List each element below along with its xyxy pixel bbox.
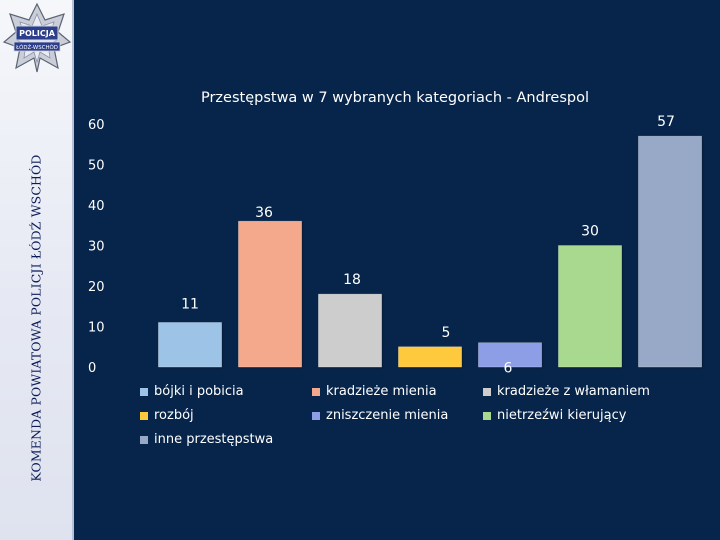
bar-7 <box>638 135 702 368</box>
y-tick-label: 0 <box>88 361 96 376</box>
data-label-6: 30 <box>581 224 599 240</box>
bar-5 <box>478 342 542 368</box>
police-badge-logo: POLICJA ŁÓDŹ-WSCHÓD <box>2 2 72 73</box>
legend-label: kradzieże z włamaniem <box>497 384 650 399</box>
data-label-3: 18 <box>343 272 361 288</box>
bar-6 <box>558 245 622 368</box>
legend-item: zniszczenie mienia <box>312 408 448 423</box>
data-label-7: 57 <box>657 114 675 130</box>
y-tick-label: 50 <box>88 159 105 174</box>
badge-top-text: POLICJA <box>19 29 56 38</box>
data-label-1: 11 <box>181 296 199 312</box>
data-label-4: 5 <box>442 325 451 341</box>
legend-swatch <box>140 411 148 420</box>
legend-swatch <box>312 387 320 396</box>
legend-item: kradzieże z włamaniem <box>483 384 650 399</box>
bar-4 <box>398 346 462 368</box>
legend-label: rozbój <box>154 408 194 423</box>
y-tick-label: 20 <box>88 280 105 295</box>
legend-swatch <box>140 387 148 396</box>
bar-3 <box>318 293 382 368</box>
legend-item: inne przestępstwa <box>140 432 273 447</box>
legend-swatch <box>312 411 320 420</box>
chart-title: Przestępstwa w 7 wybranych kategoriach -… <box>201 90 589 106</box>
legend-label: nietrzeźwi kierujący <box>497 408 627 423</box>
data-label-5: 6 <box>504 361 513 377</box>
legend-label: bójki i pobicia <box>154 384 244 399</box>
legend-swatch <box>483 387 491 396</box>
data-label-2: 36 <box>255 205 273 221</box>
legend-label: zniszczenie mienia <box>326 408 449 423</box>
sidebar: POLICJA ŁÓDŹ-WSCHÓD KOMENDA POWIATOWA PO… <box>0 0 74 540</box>
legend-item: kradzieże mienia <box>312 384 437 399</box>
legend-swatch <box>483 411 491 420</box>
legend-item: nietrzeźwi kierujący <box>483 408 626 423</box>
bar-1 <box>158 322 222 368</box>
legend-swatch <box>140 435 148 444</box>
legend-label: inne przestępstwa <box>154 432 274 447</box>
legend-item: bójki i pobicia <box>140 384 244 399</box>
y-tick-label: 30 <box>88 240 105 255</box>
y-tick-label: 60 <box>88 118 105 133</box>
y-tick-label: 10 <box>88 321 105 336</box>
legend-item: rozbój <box>140 408 194 423</box>
legend-label: kradzieże mienia <box>326 384 437 399</box>
y-tick-label: 40 <box>88 199 105 214</box>
bar-2 <box>238 220 302 368</box>
badge-bottom-text: ŁÓDŹ-WSCHÓD <box>15 43 58 51</box>
